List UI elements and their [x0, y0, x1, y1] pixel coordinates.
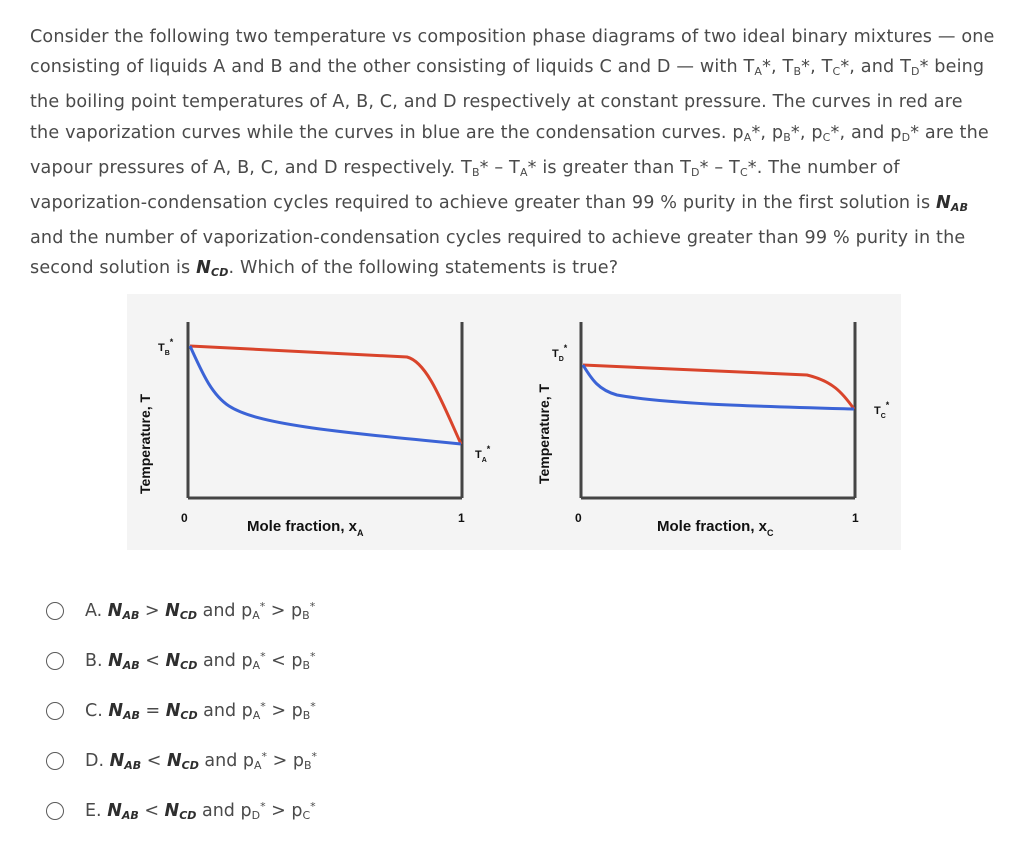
left-bottom-boiling-label: TA*	[475, 444, 491, 464]
left-tick-0: 0	[181, 511, 188, 525]
phase-diagram-right: Temperature, T 0 1 Mole fraction, xC TD*…	[536, 322, 890, 538]
left-y-axis-label: Temperature, T	[137, 393, 153, 494]
option-e-label: E. NAB < NCD and pD* > pC*	[85, 800, 316, 822]
right-condensation-curve	[581, 364, 855, 411]
radio-button-d[interactable]	[46, 752, 64, 770]
left-condensation-curve	[188, 345, 462, 446]
option-b-label: B. NAB < NCD and pA* < pB*	[85, 650, 316, 672]
radio-button-e[interactable]	[46, 802, 64, 820]
option-a-label: A. NAB > NCD and pA* > pB*	[85, 600, 316, 622]
question-paragraph: Consider the following two temperature v…	[30, 27, 995, 280]
n-cd-symbol: NCD	[196, 258, 229, 280]
phase-diagrams-svg: Temperature, T 0 1 Mole fraction, xA TB*…	[137, 322, 890, 538]
right-tick-0: 0	[575, 511, 582, 525]
radio-button-b[interactable]	[46, 652, 64, 670]
left-top-boiling-label: TB*	[158, 337, 174, 357]
option-e[interactable]: E. NAB < NCD and pD* > pC*	[46, 796, 406, 826]
option-d-label: D. NAB < NCD and pA* > pB*	[85, 750, 317, 772]
right-x-axis-label: Mole fraction, xC	[657, 518, 774, 538]
phase-diagram-figure: Temperature, T 0 1 Mole fraction, xA TB*…	[127, 294, 901, 550]
right-bottom-boiling-label: TC*	[874, 400, 890, 420]
radio-button-c[interactable]	[46, 702, 64, 720]
option-c[interactable]: C. NAB = NCD and pA* > pB*	[46, 696, 406, 726]
left-x-axis-label: Mole fraction, xA	[247, 518, 364, 538]
left-tick-1: 1	[458, 511, 465, 525]
question-text: Consider the following two temperature v…	[30, 22, 995, 289]
right-y-axis-label: Temperature, T	[536, 383, 552, 484]
radio-button-a[interactable]	[46, 602, 64, 620]
option-d[interactable]: D. NAB < NCD and pA* > pB*	[46, 746, 406, 776]
left-vaporization-curve	[189, 344, 463, 445]
option-a[interactable]: A. NAB > NCD and pA* > pB*	[46, 596, 406, 626]
right-tick-1: 1	[852, 511, 859, 525]
phase-diagram-left: Temperature, T 0 1 Mole fraction, xA TB*…	[137, 322, 491, 538]
option-b[interactable]: B. NAB < NCD and pA* < pB*	[46, 646, 406, 676]
right-vaporization-curve	[582, 363, 856, 410]
right-top-boiling-label: TD*	[552, 343, 568, 363]
option-c-label: C. NAB = NCD and pA* > pB*	[85, 700, 316, 722]
n-ab-symbol: NAB	[936, 193, 969, 215]
